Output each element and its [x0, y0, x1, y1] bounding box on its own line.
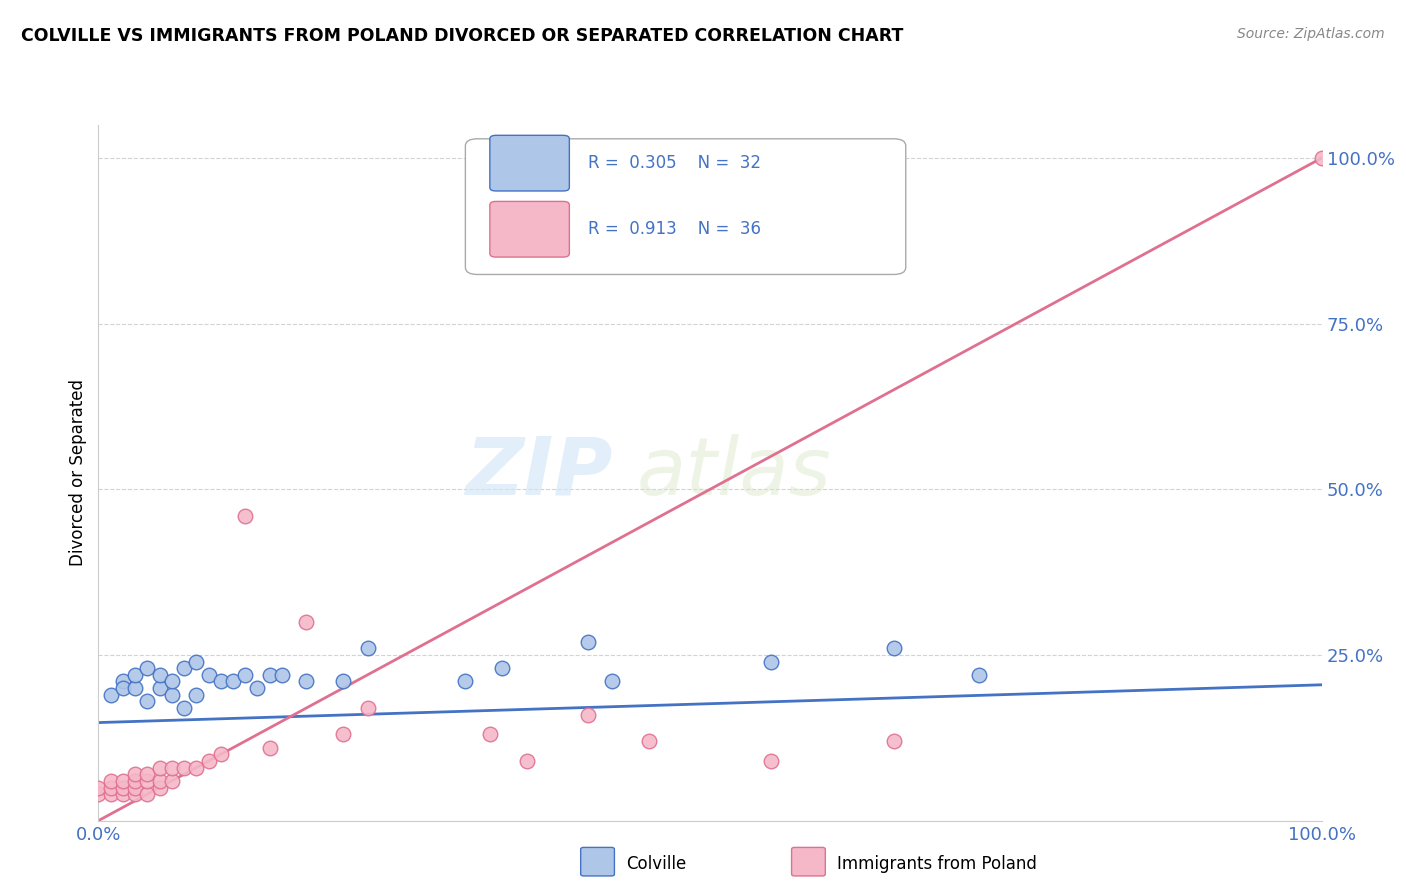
Point [149, 780, 172, 795]
Point [173, 701, 195, 715]
Point [883, 734, 905, 748]
Point [491, 661, 513, 675]
Point [100, 773, 122, 788]
Text: Colville: Colville [626, 855, 686, 873]
Point [761, 754, 783, 768]
Text: Source: ZipAtlas.com: Source: ZipAtlas.com [1237, 27, 1385, 41]
Point [124, 787, 146, 801]
Point [149, 668, 172, 682]
Point [332, 727, 354, 741]
Point [149, 681, 172, 695]
Point [160, 688, 183, 702]
Point [111, 780, 134, 795]
Point [136, 694, 159, 708]
Point [246, 681, 269, 695]
FancyBboxPatch shape [489, 136, 569, 191]
Point [87, 787, 110, 801]
Point [186, 761, 208, 775]
Point [186, 655, 208, 669]
Point [87, 780, 110, 795]
Point [160, 674, 183, 689]
Point [515, 754, 537, 768]
Point [233, 508, 256, 523]
Point [259, 740, 281, 755]
Point [356, 701, 378, 715]
Point [136, 773, 159, 788]
Point [111, 787, 134, 801]
Point [197, 668, 219, 682]
Point [136, 661, 159, 675]
Point [149, 761, 172, 775]
Point [136, 787, 159, 801]
Text: atlas: atlas [637, 434, 831, 512]
Point [111, 681, 134, 695]
Point [149, 773, 172, 788]
Text: R =  0.305    N =  32: R = 0.305 N = 32 [588, 154, 761, 172]
Point [356, 641, 378, 656]
Point [761, 655, 783, 669]
Point [1310, 151, 1333, 165]
Point [160, 773, 183, 788]
Point [111, 674, 134, 689]
Point [637, 734, 661, 748]
Point [124, 767, 146, 781]
Point [295, 615, 318, 629]
Point [209, 747, 232, 762]
Point [197, 754, 219, 768]
Text: ZIP: ZIP [465, 434, 612, 512]
FancyBboxPatch shape [489, 202, 569, 257]
FancyBboxPatch shape [465, 139, 905, 275]
Text: Immigrants from Poland: Immigrants from Poland [837, 855, 1036, 873]
Point [454, 674, 477, 689]
Point [111, 773, 134, 788]
Point [186, 688, 208, 702]
Point [124, 780, 146, 795]
Point [259, 668, 281, 682]
Point [600, 674, 623, 689]
Point [173, 761, 195, 775]
Point [173, 661, 195, 675]
Point [100, 787, 122, 801]
Point [883, 641, 905, 656]
Point [124, 681, 146, 695]
Point [136, 767, 159, 781]
Point [160, 761, 183, 775]
Text: R =  0.913    N =  36: R = 0.913 N = 36 [588, 220, 761, 238]
Point [124, 773, 146, 788]
Point [576, 634, 599, 648]
Point [124, 668, 146, 682]
Point [100, 688, 122, 702]
Point [478, 727, 501, 741]
Point [332, 674, 354, 689]
Point [100, 780, 122, 795]
Point [222, 674, 245, 689]
Point [967, 668, 990, 682]
Point [233, 668, 256, 682]
Point [270, 668, 294, 682]
Point [209, 674, 232, 689]
Point [576, 707, 599, 722]
Y-axis label: Divorced or Separated: Divorced or Separated [69, 379, 87, 566]
Text: COLVILLE VS IMMIGRANTS FROM POLAND DIVORCED OR SEPARATED CORRELATION CHART: COLVILLE VS IMMIGRANTS FROM POLAND DIVOR… [21, 27, 904, 45]
Point [295, 674, 318, 689]
